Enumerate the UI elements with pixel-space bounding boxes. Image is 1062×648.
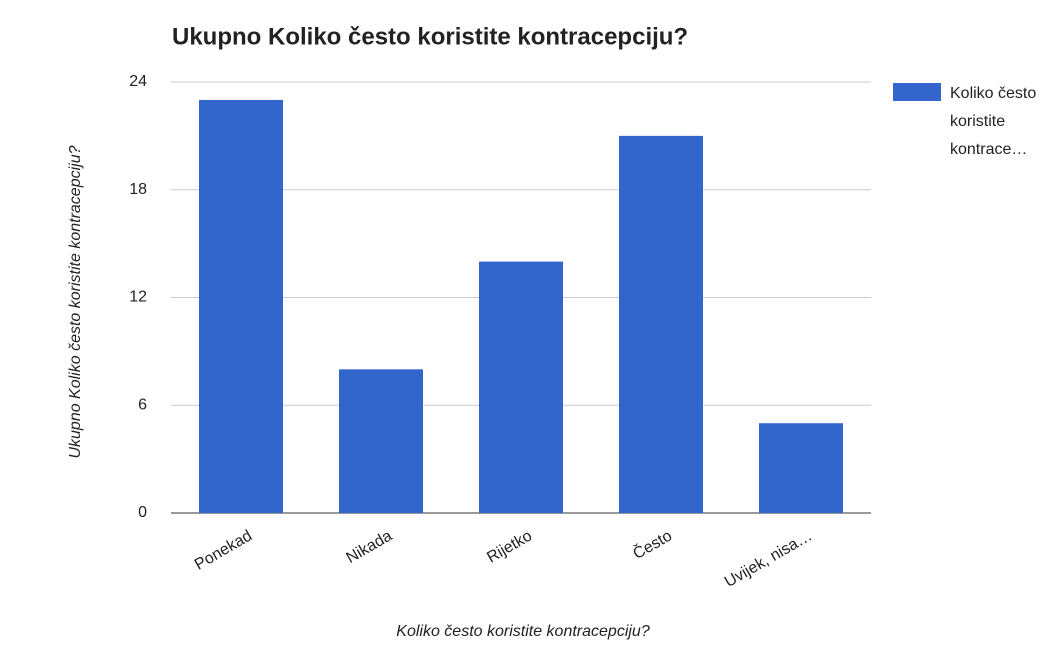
bar bbox=[619, 135, 703, 513]
bar bbox=[339, 369, 423, 513]
bar bbox=[199, 99, 283, 513]
x-axis-label: Koliko često koristite kontracepciju? bbox=[396, 623, 650, 640]
y-tick-label: 18 bbox=[129, 181, 147, 198]
bar bbox=[759, 423, 843, 513]
y-tick-label: 24 bbox=[129, 73, 147, 90]
y-tick-label: 12 bbox=[129, 289, 147, 306]
legend-swatch bbox=[893, 83, 941, 101]
y-tick-label: 6 bbox=[138, 396, 147, 413]
legend-label: Koliko često koristite kontrace… bbox=[950, 85, 1037, 158]
bar bbox=[479, 261, 563, 513]
y-tick-label: 0 bbox=[138, 504, 147, 521]
chart-title: Ukupno Koliko često koristite kontracepc… bbox=[172, 23, 688, 50]
